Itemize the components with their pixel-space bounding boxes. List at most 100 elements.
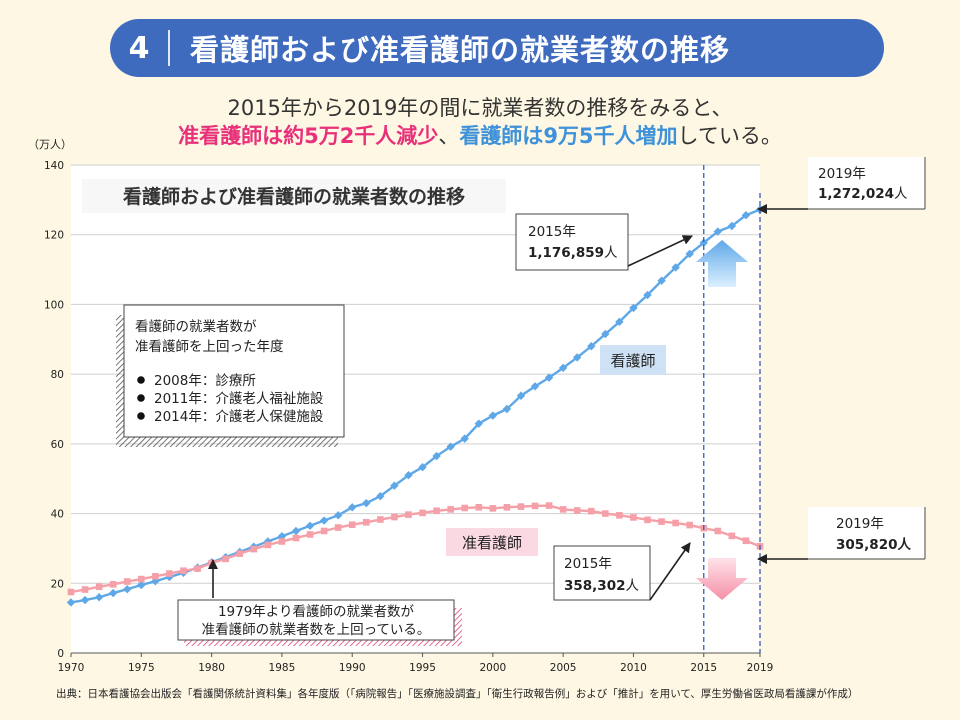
lead-increase-amount: 9万5千人増加 (543, 124, 678, 148)
y-tick-label: 20 (51, 578, 64, 590)
data-point (685, 249, 694, 259)
data-point (727, 221, 737, 231)
x-tick-label: 1970 (58, 662, 85, 674)
page-title: 看護師および准看護師の就業者数の推移 (190, 33, 731, 67)
data-point (180, 567, 187, 575)
asst-2019-callout (808, 507, 926, 559)
asst-series-label-box (446, 528, 538, 556)
data-point (123, 585, 132, 594)
x-tick-label: 2005 (550, 662, 577, 674)
data-point (616, 512, 623, 519)
data-point (404, 471, 413, 480)
years-box-item-3: 2014年：介護老人保健施設 (154, 409, 324, 425)
y-tick-label: 0 (57, 648, 64, 660)
data-point (334, 524, 342, 531)
data-point (348, 503, 357, 512)
nurse-2019-amount: 1,272,024人 (818, 186, 908, 202)
data-point (742, 537, 750, 545)
data-point (530, 382, 540, 391)
nurse-2015-amount: 1,176,859人 (528, 245, 618, 261)
nurse-2015-year: 2015年 (528, 224, 576, 240)
data-point (573, 353, 582, 362)
nurse-2015-arrow (627, 235, 693, 267)
data-point (108, 588, 118, 598)
data-point (306, 531, 314, 538)
data-point (390, 481, 399, 490)
data-point (658, 518, 665, 525)
data-point (320, 527, 328, 535)
x-tick-label: 1990 (339, 662, 366, 674)
bullet-dot (137, 394, 145, 402)
data-point (80, 595, 90, 605)
nurse-series-label-box (600, 345, 666, 375)
lead-decrease-subject: 准看護師は約 (178, 124, 305, 148)
data-point (376, 491, 385, 501)
lead-increase-subject: 看護師は (459, 124, 544, 148)
data-point (713, 227, 723, 236)
data-point (277, 532, 287, 541)
asst-2019-value: 305,820 (836, 537, 898, 553)
bullet-dot (137, 412, 145, 420)
data-point (728, 532, 736, 540)
x-tick-label: 1995 (409, 662, 436, 674)
data-point (222, 555, 229, 563)
data-point (516, 391, 526, 400)
data-point (657, 276, 666, 285)
data-point (250, 545, 258, 553)
data-point (208, 559, 215, 567)
nurse-2019-value: 1,272,024 (818, 186, 894, 202)
data-point (405, 511, 412, 518)
asst-series-label: 准看護師 (462, 534, 522, 552)
data-point (672, 519, 679, 527)
x-tick-label: 2015 (690, 662, 717, 674)
data-point (348, 521, 356, 529)
unit-person: 人 (898, 537, 912, 553)
data-point (558, 363, 568, 373)
section-number: 4 (128, 30, 150, 66)
data-point (305, 521, 315, 530)
data-point (333, 511, 343, 520)
asst-2015-year: 2015年 (564, 556, 612, 572)
data-point (291, 526, 301, 536)
years-box-item-2: 2011年：介護老人福祉施設 (154, 391, 324, 407)
x-tick-label: 2010 (620, 662, 647, 674)
data-point (447, 506, 454, 513)
y-tick-label: 60 (51, 439, 64, 451)
data-point (391, 513, 398, 521)
data-point (433, 507, 440, 515)
nurse-2019-callout (808, 157, 926, 209)
y-tick-label: 80 (51, 369, 64, 381)
data-point (432, 451, 441, 461)
cross-note-box (177, 599, 455, 641)
data-point (137, 580, 146, 590)
data-point (81, 586, 89, 593)
data-point (419, 509, 426, 517)
y-axis-unit: （万人） (28, 138, 72, 151)
data-point (503, 503, 511, 511)
data-point (601, 329, 610, 339)
data-point (362, 498, 371, 508)
data-point (461, 504, 469, 512)
y-axis-ticks: 0 20 40 60 80 100 120 140 (44, 160, 64, 660)
years-box-item-1: 2008年：診療所 (154, 372, 256, 389)
data-point (95, 583, 103, 591)
data-point (630, 514, 637, 521)
data-point (194, 565, 201, 572)
data-point (615, 317, 624, 327)
lead-line-2: 准看護師は約5万2千人減少、看護師は9万5千人増加している。 (0, 120, 960, 150)
data-point (629, 303, 638, 313)
data-point (67, 588, 75, 596)
data-point (446, 442, 455, 451)
data-point (643, 290, 652, 300)
data-point (165, 572, 174, 582)
data-point (362, 518, 370, 526)
data-point (151, 576, 160, 586)
data-point (686, 521, 693, 529)
data-point (236, 550, 244, 557)
y-tick-label: 140 (44, 160, 64, 172)
asst-2019-year: 2019年 (836, 516, 884, 532)
data-point (587, 507, 595, 515)
data-point (517, 503, 525, 510)
data-point (559, 506, 567, 513)
